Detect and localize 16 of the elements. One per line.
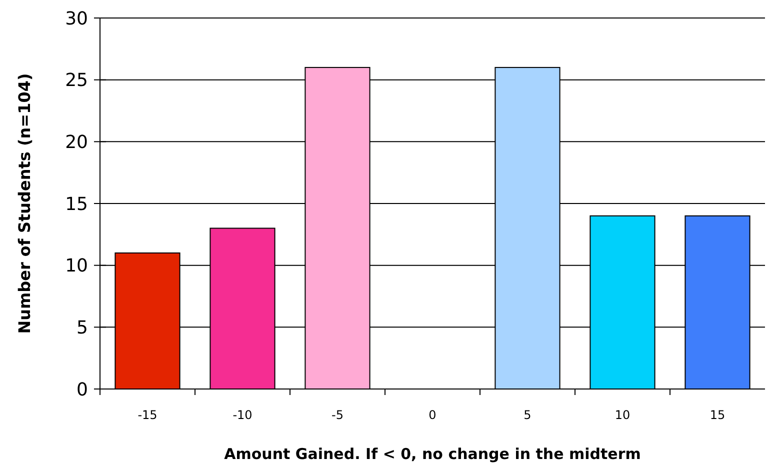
x-tick-label: -15 xyxy=(138,408,158,422)
x-tick-label: -5 xyxy=(332,408,344,422)
y-tick-label: 0 xyxy=(76,379,88,400)
x-tick-label: 15 xyxy=(710,408,726,422)
y-tick-label: 25 xyxy=(65,70,88,92)
x-tick-label: 0 xyxy=(428,408,436,422)
x-axis-title: Amount Gained. If < 0, no change in the midterm xyxy=(224,445,641,463)
y-tick-label: 15 xyxy=(65,194,88,215)
y-tick-label: 20 xyxy=(65,132,88,153)
y-tick-label: 10 xyxy=(65,256,88,277)
x-tick-label: 10 xyxy=(614,408,630,422)
y-axis-title: Number of Students (n=104) xyxy=(15,73,34,334)
y-tick-label: 30 xyxy=(65,8,88,30)
y-tick-label: 5 xyxy=(76,317,88,338)
x-tick-label: 5 xyxy=(524,408,532,422)
x-tick-label: -10 xyxy=(232,408,252,422)
